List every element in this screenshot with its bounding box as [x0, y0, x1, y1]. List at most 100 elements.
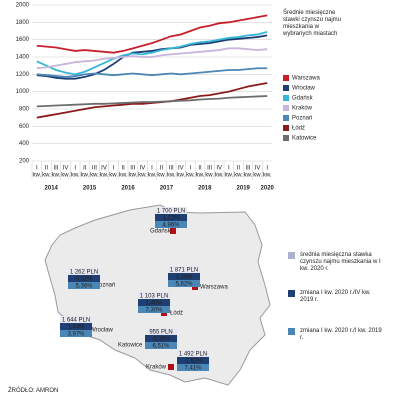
x-tick-unit: kw.: [52, 173, 61, 179]
city-change-y: 6,51%: [152, 343, 170, 349]
x-tick-unit: kw.: [253, 173, 262, 179]
city-change-q: 1,40%: [145, 300, 163, 306]
city-rent: 1 700 PLN: [157, 208, 185, 214]
x-tick-label: IV: [140, 166, 146, 172]
city-rent: 955 PLN: [149, 329, 172, 335]
y-tick-label: 400: [19, 141, 30, 147]
legend-label: Warszawa: [292, 76, 320, 82]
x-tick-label: III: [53, 166, 58, 172]
city-name: Łódź: [170, 311, 183, 317]
x-tick-label: I: [74, 166, 76, 172]
x-tick-label: IV: [63, 166, 69, 172]
x-tick-unit: kw.: [205, 173, 214, 179]
legend-swatch: [283, 85, 289, 91]
x-tick-label: I: [113, 166, 115, 172]
city-name: Gdańsk: [150, 229, 172, 235]
y-tick-label: 2000: [16, 3, 30, 9]
city-box: [60, 330, 92, 337]
x-tick-unit: kw.: [234, 173, 243, 179]
map-legend-swatch: [288, 252, 295, 259]
year-label: 2018: [198, 186, 212, 192]
x-tick-unit: kw.: [138, 173, 147, 179]
city-box: [177, 350, 209, 357]
map-legend-swatch: [288, 328, 295, 335]
legend-label: Łódź: [292, 126, 305, 132]
city-name: Poznań: [95, 283, 115, 289]
city-change-y: 4,96%: [162, 222, 180, 228]
city-box: [60, 323, 92, 330]
city-change-y: 3,97%: [67, 331, 85, 337]
city-name: Kraków: [146, 365, 167, 371]
y-tick-label: 1200: [16, 72, 30, 78]
y-tick-label: 1600: [16, 37, 30, 43]
city-name: Warszawa: [200, 285, 228, 291]
y-tick-label: 200: [19, 159, 30, 165]
city-change-q: -1,52%: [183, 358, 203, 364]
series-line: [36, 67, 268, 78]
city-box: [168, 280, 200, 287]
city-change-q: 1,44%: [67, 324, 85, 330]
x-tick-unit: kw.: [224, 173, 233, 179]
city-change-q: 1,22%: [162, 215, 180, 221]
map-legend-swatch: [288, 290, 295, 297]
x-tick-label: III: [130, 166, 135, 172]
city-change-q: -0,35%: [151, 336, 171, 342]
x-tick-label: I: [228, 166, 230, 172]
x-tick-label: II: [45, 166, 49, 172]
city-box: [168, 266, 200, 273]
legend-title: Średnie miesięczne stawki czynszu najmu …: [283, 10, 342, 37]
legend-label: Poznań: [292, 116, 312, 122]
legend-label: Wrocław: [292, 86, 316, 92]
x-tick-label: II: [83, 166, 87, 172]
city-name: Wrocław: [90, 328, 114, 334]
city-change-y: 5,82%: [175, 281, 193, 287]
city-box: [155, 214, 187, 221]
year-label: 2014: [45, 186, 59, 192]
city-change-y: 7,30%: [145, 307, 163, 313]
city-rent: 1 644 PLN: [62, 317, 90, 323]
city-box: [68, 282, 100, 289]
x-tick-unit: kw.: [215, 173, 224, 179]
series-line: [36, 34, 268, 80]
x-tick-label: IV: [216, 166, 222, 172]
legend-swatch: [283, 75, 289, 81]
city-rent: 1 262 PLN: [70, 269, 98, 275]
city-box: [145, 335, 177, 342]
city-box: [155, 207, 187, 214]
y-tick-label: 600: [19, 124, 30, 130]
source: ŹRÓDŁO: AMRON: [8, 388, 59, 394]
year-label: 2020: [261, 186, 275, 192]
city-box: [145, 328, 177, 335]
map-legend-label: średnia miesięczna stawka czynszu najmu …: [300, 252, 381, 272]
x-tick-label: III: [207, 166, 212, 172]
city-marker: [170, 228, 176, 234]
x-tick-label: III: [245, 166, 250, 172]
city-change-q: 0,32%: [75, 276, 93, 282]
x-tick-unit: kw.: [61, 173, 70, 179]
x-tick-unit: kw.: [109, 173, 118, 179]
series-line: [36, 14, 268, 54]
x-tick-label: IV: [178, 166, 184, 172]
y-tick-label: 1000: [16, 89, 30, 95]
city-box: [68, 268, 100, 275]
y-tick-label: 800: [19, 107, 30, 113]
map-legend-label: zmiana I kw. 2020 r./I kw. 2019 r.: [300, 328, 382, 341]
x-tick-unit: kw.: [32, 173, 41, 179]
x-tick-unit: kw.: [176, 173, 185, 179]
city-box: [138, 306, 170, 313]
x-tick-unit: kw.: [167, 173, 176, 179]
series-line: [36, 95, 268, 108]
city-change-q: 1,14%: [175, 274, 193, 280]
x-tick-unit: kw.: [196, 173, 205, 179]
legend-swatch: [283, 95, 289, 101]
legend-swatch: [283, 125, 289, 131]
legend-swatch: [283, 135, 289, 141]
city-box: [60, 316, 92, 323]
city-change-y: 5,36%: [75, 283, 93, 289]
x-tick-label: II: [122, 166, 126, 172]
y-tick-label: 1400: [16, 55, 30, 61]
x-tick-label: I: [36, 166, 38, 172]
x-tick-unit: kw.: [80, 173, 89, 179]
